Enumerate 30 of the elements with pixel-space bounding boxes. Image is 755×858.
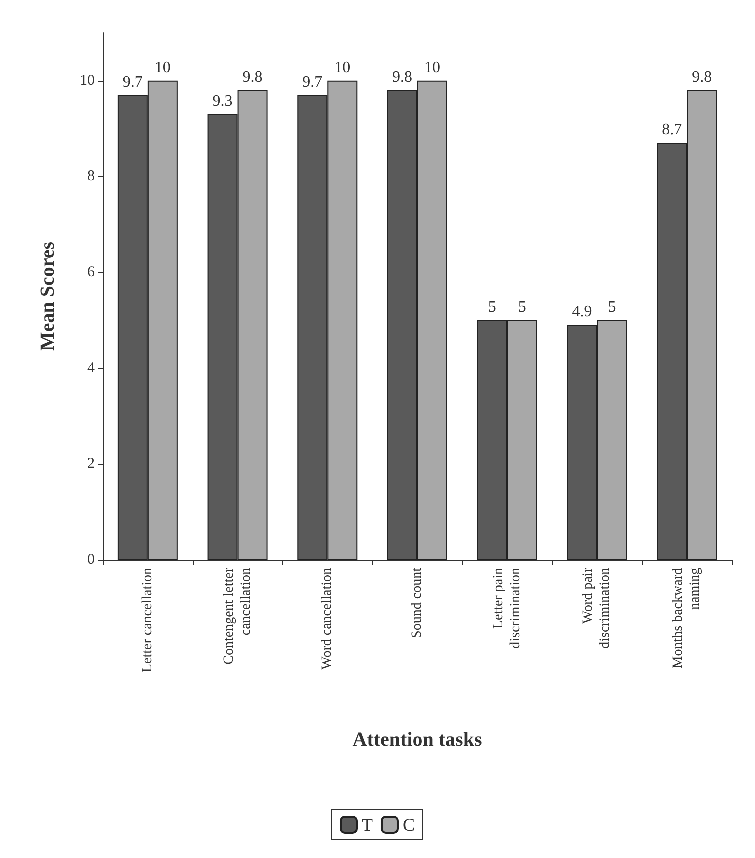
data-label: 9.8 xyxy=(242,68,263,86)
x-tick-label: Sound count xyxy=(410,568,425,638)
data-label: 8.7 xyxy=(662,122,682,139)
y-tick-label: 6 xyxy=(88,264,96,281)
data-label: 10 xyxy=(334,59,351,76)
data-label: 9.3 xyxy=(212,92,233,110)
y-tick-label: 0 xyxy=(88,552,95,568)
legend-label: T xyxy=(362,815,373,835)
data-label: 5 xyxy=(488,298,496,316)
x-tick-label: Months backward naming xyxy=(671,568,704,669)
y-tick-label: 2 xyxy=(88,456,95,472)
x-tick-label: Contengent letter cancellation xyxy=(222,568,254,665)
data-label: 9.7 xyxy=(302,74,323,91)
x-tick-label: Letter cancellation xyxy=(140,568,156,673)
y-tick-label: 8 xyxy=(88,168,95,185)
data-label: 10 xyxy=(424,59,440,76)
x-tick-label: Word cancellation xyxy=(320,568,336,670)
y-axis-title: Mean Scores xyxy=(37,242,59,352)
x-axis-title: Attention tasks xyxy=(352,729,482,751)
data-label: 9.7 xyxy=(122,74,143,91)
y-tick-label: 10 xyxy=(80,72,95,89)
data-label: 10 xyxy=(154,59,171,76)
x-tick-label: Letter pain discrimination xyxy=(491,568,524,649)
data-label: 5 xyxy=(608,298,616,316)
data-label: 9.8 xyxy=(392,68,412,86)
data-label: 5 xyxy=(518,298,526,316)
legend-label: C xyxy=(402,815,416,835)
y-tick-label: 4 xyxy=(88,360,96,376)
data-label: 4.9 xyxy=(572,304,592,321)
data-label: 9.8 xyxy=(692,68,712,86)
